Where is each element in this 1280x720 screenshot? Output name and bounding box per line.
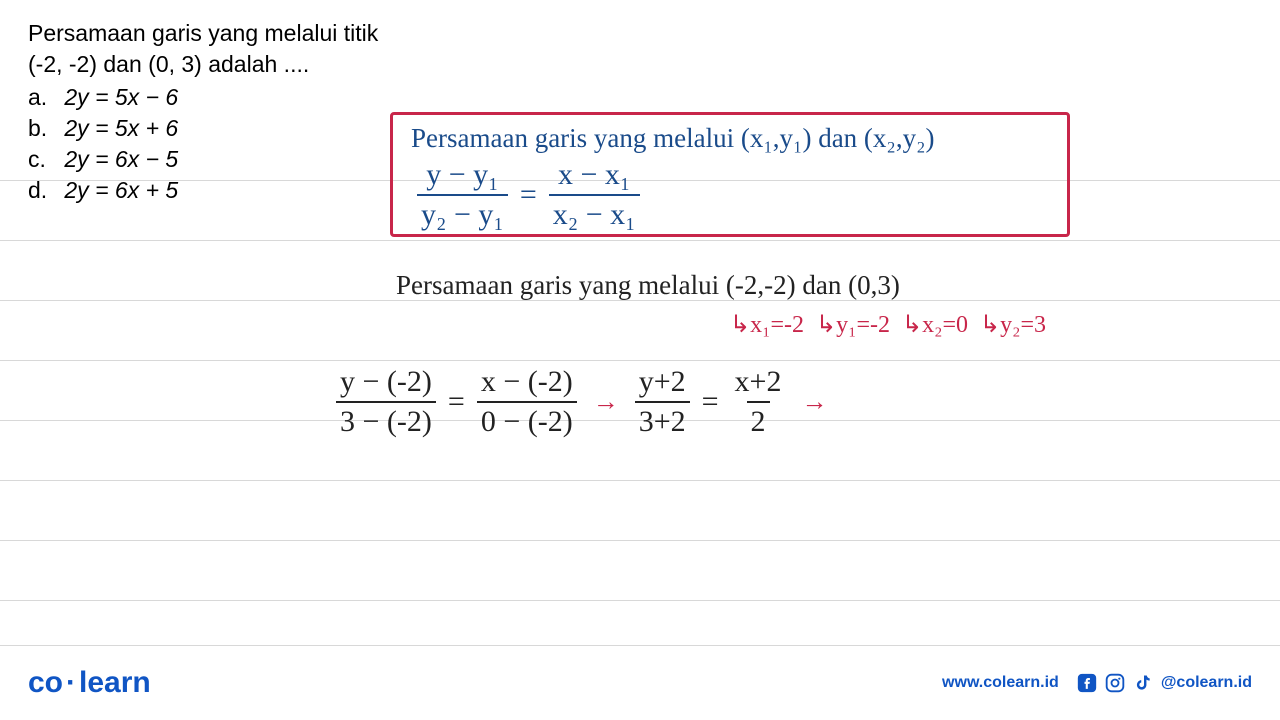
option-b-text: 2y = 5x + 6 [64,115,178,141]
logo-left: co [28,666,63,699]
option-a-text: 2y = 5x − 6 [64,84,178,110]
step1-frac1-num: y − (-2) [336,365,436,401]
apply-line: Persamaan garis yang melalui (-2,-2) dan… [396,270,900,301]
step2-frac1-num: y+2 [635,365,690,401]
brand-logo: co·learn [28,666,151,700]
variable-annotations: ↳x₁=-2 ↳y₁=-2 ↳x₂=0 ↳y₂=3 [730,310,1046,339]
step1-eq: = [448,385,465,419]
working-steps: y − (-2) 3 − (-2) = x − (-2) 0 − (-2) → … [330,365,837,439]
footer-url: www.colearn.id [942,674,1059,692]
option-b-label: b. [28,113,58,144]
option-d: d. 2y = 6x + 5 [28,175,1252,206]
step2-frac2-num: x+2 [731,365,786,401]
tiktok-icon [1133,673,1153,693]
social-handle: @colearn.id [1161,674,1252,692]
step1-frac1-den: 3 − (-2) [336,401,436,439]
option-d-label: d. [28,175,58,206]
step2-frac1-den: 3+2 [635,401,690,439]
option-c: c. 2y = 6x − 5 [28,144,1252,175]
instagram-icon [1105,673,1125,693]
step1-frac2-den: 0 − (-2) [477,401,577,439]
option-a: a. 2y = 5x − 6 [28,82,1252,113]
anno-y2: ↳y₂=3 [980,310,1046,339]
logo-dot: · [66,666,76,699]
option-a-label: a. [28,82,58,113]
footer: co·learn www.colearn.id @colearn.id [28,666,1252,700]
step2-frac2-den: 2 [747,401,770,439]
arrow-2: → [801,387,827,417]
footer-right: www.colearn.id @colearn.id [942,673,1252,693]
option-b: b. 2y = 5x + 6 [28,113,1252,144]
option-c-label: c. [28,144,58,175]
question-block: Persamaan garis yang melalui titik (-2, … [28,18,1252,206]
question-line-1: Persamaan garis yang melalui titik [28,18,1252,49]
arrow-1: → [593,387,619,417]
logo-right: learn [79,666,151,699]
question-line-2: (-2, -2) dan (0, 3) adalah .... [28,49,1252,80]
option-c-text: 2y = 6x − 5 [64,146,178,172]
options-block: a. 2y = 5x − 6 b. 2y = 5x + 6 c. 2y = 6x… [28,82,1252,206]
option-d-text: 2y = 6x + 5 [64,177,178,203]
step2-frac1: y+2 3+2 [635,365,690,439]
anno-x2: ↳x₂=0 [902,310,968,339]
step1-frac1: y − (-2) 3 − (-2) [336,365,436,439]
step1-frac2: x − (-2) 0 − (-2) [477,365,577,439]
step1-frac2-num: x − (-2) [477,365,577,401]
anno-y1: ↳y₁=-2 [816,310,890,339]
facebook-icon [1077,673,1097,693]
social-icons: @colearn.id [1077,673,1252,693]
step2-frac2: x+2 2 [731,365,786,439]
anno-x1: ↳x₁=-2 [730,310,804,339]
step2-eq: = [702,385,719,419]
